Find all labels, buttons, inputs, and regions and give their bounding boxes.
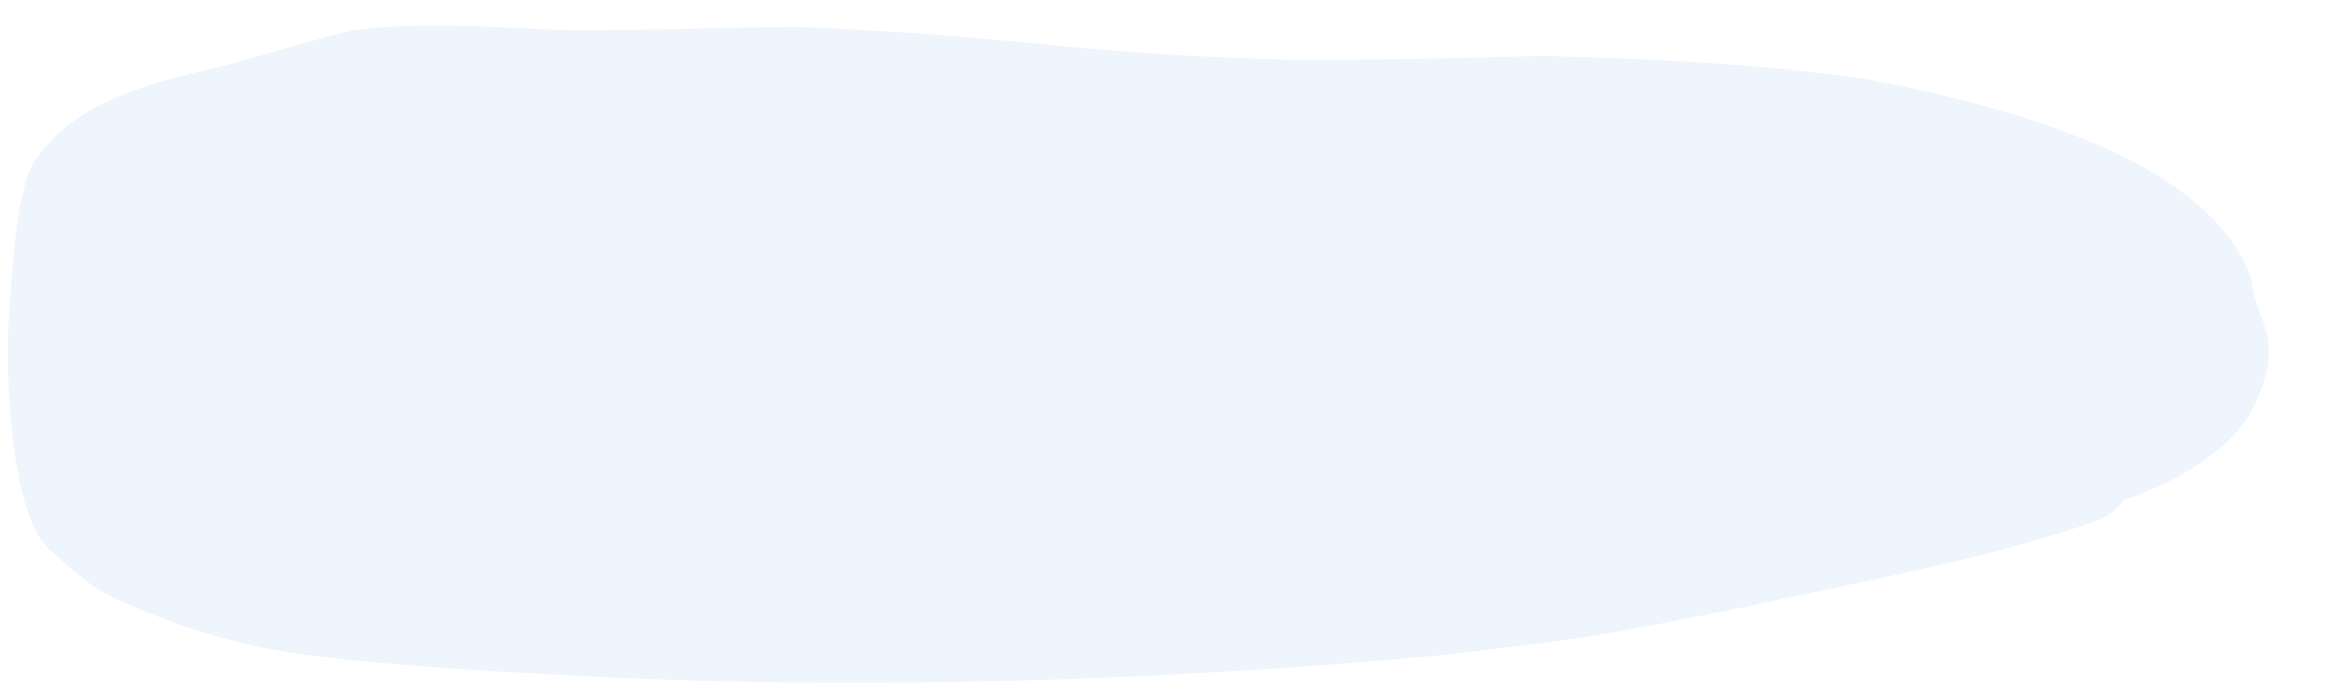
blob-shape [7,25,2269,683]
